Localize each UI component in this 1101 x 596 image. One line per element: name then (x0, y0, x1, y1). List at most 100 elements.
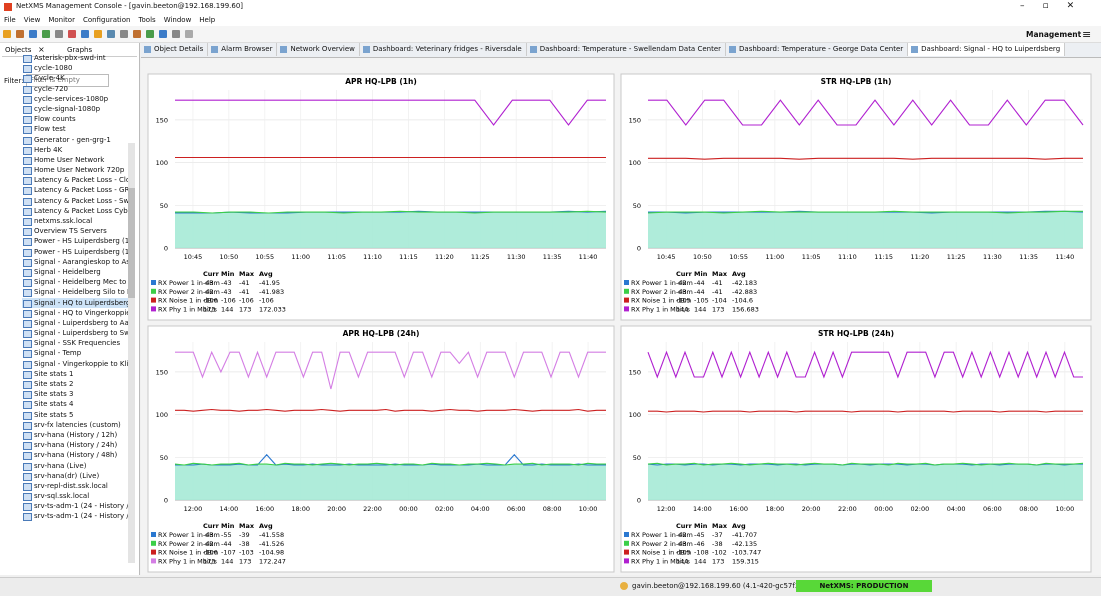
x-tick-label: 10:00 (579, 505, 598, 513)
y-tick-label: 50 (160, 454, 168, 462)
legend-header: Min (694, 270, 708, 278)
x-tick-label: 11:25 (471, 253, 490, 261)
x-tick-label: 16:00 (255, 505, 274, 513)
legend-stat: -43 (676, 288, 687, 296)
legend-stat: -42.883 (732, 288, 757, 296)
legend-stat: 159.315 (732, 557, 759, 565)
x-tick-label: 14:00 (220, 505, 239, 513)
y-tick-label: 50 (160, 202, 168, 210)
x-tick-label: 18:00 (291, 505, 310, 513)
legend-stat: 173 (203, 557, 215, 565)
y-tick-label: 150 (156, 116, 168, 124)
chart-title: APR HQ-LPB (1h) (345, 77, 417, 86)
legend-swatch (151, 289, 156, 294)
x-tick-label: 12:00 (657, 505, 676, 513)
legend-stat: 144 (694, 305, 706, 313)
legend-stat: -41 (712, 279, 723, 287)
x-tick-label: 10:55 (729, 253, 748, 261)
x-tick-label: 11:30 (507, 253, 526, 261)
x-tick-label: 11:15 (399, 253, 418, 261)
legend-swatch (624, 306, 629, 311)
legend-stat: -43 (203, 531, 214, 539)
legend-swatch (151, 280, 156, 285)
legend-stat: -42.183 (732, 279, 757, 287)
legend-stat: -106 (221, 297, 236, 305)
legend-stat: 144 (221, 305, 233, 313)
x-tick-label: 22:00 (363, 505, 382, 513)
x-tick-label: 12:00 (184, 505, 203, 513)
legend-swatch (624, 532, 629, 537)
x-tick-label: 04:00 (471, 505, 490, 513)
x-tick-label: 06:00 (983, 505, 1002, 513)
legend-stat: -42 (203, 540, 214, 548)
legend-stat: -44 (221, 540, 232, 548)
legend-stat: -103 (239, 549, 254, 557)
y-tick-label: 0 (637, 497, 641, 505)
series-area (648, 463, 1083, 500)
y-tick-label: 50 (633, 454, 641, 462)
x-tick-label: 11:20 (435, 253, 454, 261)
legend-stat: -37 (712, 531, 723, 539)
x-tick-label: 14:00 (693, 505, 712, 513)
legend-swatch (624, 289, 629, 294)
legend-stat: -103.747 (732, 549, 761, 557)
legend-swatch (624, 541, 629, 546)
legend-stat: -105 (694, 297, 709, 305)
legend-stat: -42.135 (732, 540, 757, 548)
legend-header: Avg (732, 270, 746, 278)
legend-stat: 156.683 (732, 305, 759, 313)
dashboard-charts: APR HQ-LPB (1h) 0 50 100 150 10:45 10:50 10:55 1… (0, 0, 1101, 577)
legend-stat: -43 (203, 279, 214, 287)
legend-stat: -41.983 (259, 288, 284, 296)
legend-stat: -106 (203, 297, 218, 305)
legend-header: Avg (259, 270, 273, 278)
y-tick-label: 150 (629, 116, 641, 124)
x-tick-label: 22:00 (838, 505, 857, 513)
legend-swatch (151, 298, 156, 303)
y-tick-label: 150 (629, 368, 641, 376)
x-tick-label: 11:40 (1056, 253, 1075, 261)
legend-stat: -42 (203, 288, 214, 296)
legend-swatch (624, 550, 629, 555)
legend-stat: -44 (694, 279, 705, 287)
legend-header: Max (712, 522, 728, 530)
x-tick-label: 11:25 (947, 253, 966, 261)
legend-swatch (624, 280, 629, 285)
y-tick-label: 150 (156, 368, 168, 376)
legend-stat: -105 (676, 297, 691, 305)
legend-stat: -41 (239, 288, 250, 296)
x-tick-label: 10:50 (220, 253, 239, 261)
x-tick-label: 11:20 (911, 253, 930, 261)
status-user: gavin.beeton@192.168.199.60 (4.1-420-gc5… (632, 582, 824, 590)
x-tick-label: 11:40 (579, 253, 598, 261)
legend-stat: -104.6 (732, 297, 753, 305)
legend-stat: -41 (712, 288, 723, 296)
y-tick-label: 0 (164, 497, 168, 505)
legend-stat: -45 (694, 531, 705, 539)
legend-swatch (151, 306, 156, 311)
legend-header: Max (239, 270, 255, 278)
legend-stat: -108 (694, 549, 709, 557)
x-tick-label: 20:00 (327, 505, 346, 513)
legend-swatch (151, 532, 156, 537)
legend-stat: -44 (694, 288, 705, 296)
user-icon (620, 582, 628, 590)
y-tick-label: 100 (156, 159, 168, 167)
legend-stat: 173 (203, 305, 215, 313)
legend-stat: -104.98 (259, 549, 284, 557)
legend-stat: 173 (239, 557, 251, 565)
legend-stat: 172.033 (259, 305, 286, 313)
x-tick-label: 08:00 (1019, 505, 1038, 513)
x-tick-label: 04:00 (947, 505, 966, 513)
legend-header: Curr (203, 270, 220, 278)
y-tick-label: 0 (637, 245, 641, 253)
legend-swatch (151, 550, 156, 555)
legend-stat: -106 (239, 297, 254, 305)
legend-header: Min (694, 522, 708, 530)
x-tick-label: 02:00 (911, 505, 930, 513)
legend-header: Max (239, 522, 255, 530)
x-tick-label: 18:00 (766, 505, 785, 513)
legend-stat: -41.526 (259, 540, 284, 548)
x-tick-label: 10:45 (184, 253, 203, 261)
